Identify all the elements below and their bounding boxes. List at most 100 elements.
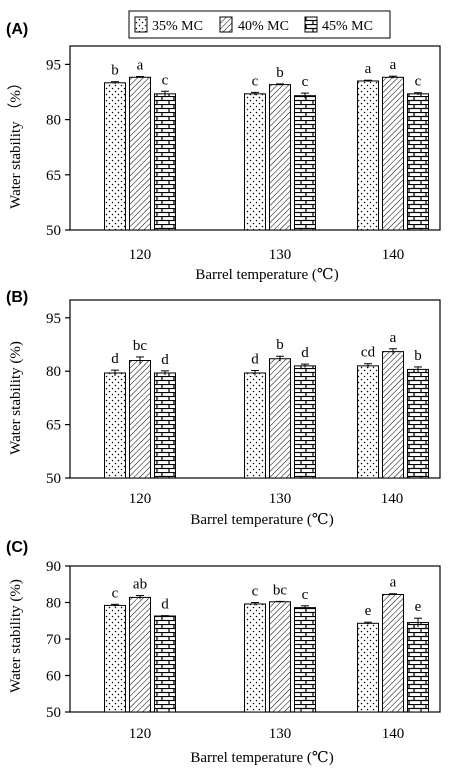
panel-a-letter-s2-c0: c xyxy=(162,72,169,88)
panel-b-xtick-1: 130 xyxy=(269,491,292,507)
panel-c-bar-s0-c0 xyxy=(104,604,126,713)
panel-b-bar-s0-c2 xyxy=(357,365,379,479)
panel-a-plot: b c a a b a c c c xyxy=(69,45,441,231)
panel-a-bar-s0-c0 xyxy=(104,82,126,231)
panel-b-plot: d d cd bc b a d d b xyxy=(69,299,441,479)
panel-c-bar-s1-c1 xyxy=(269,601,291,713)
panel-a-letter-s2-c1: c xyxy=(302,74,309,90)
panel-c-yticks: 50 60 70 80 90 xyxy=(46,559,70,721)
panel-a-letter-s1-c1: b xyxy=(276,65,284,81)
panel-a-bar-s0-c1 xyxy=(244,93,266,231)
panel-a-bar-s2-c0 xyxy=(154,93,176,231)
panel-c-ytick-label-0: 50 xyxy=(46,705,61,721)
legend-swatch-dots xyxy=(134,16,148,33)
panel-b: (B) Water stability (%) 50 65 80 95 d d cd bc b… xyxy=(6,289,441,528)
panel-c-xtick-2: 140 xyxy=(382,726,405,742)
panel-a-ytick-label-0: 50 xyxy=(46,223,61,239)
panel-a-ytick-label-2: 80 xyxy=(46,113,61,129)
panel-b-letter-s0-c0: d xyxy=(111,351,119,367)
panel-c-bar-s2-c1 xyxy=(294,607,316,713)
panel-a-bar-s0-c2 xyxy=(357,80,379,231)
panel-b-tag: (B) xyxy=(6,289,28,306)
panel-b-letter-s2-c0: d xyxy=(161,352,169,368)
panel-a-bar-s1-c0 xyxy=(129,76,151,231)
panel-a-xtick-0: 120 xyxy=(129,247,152,263)
panel-b-letter-s0-c1: d xyxy=(251,351,259,367)
panel-b-xtick-0: 120 xyxy=(129,491,152,507)
panel-b-letter-s1-c0: bc xyxy=(133,338,148,354)
panel-c-bar-s0-c2 xyxy=(357,622,379,713)
legend-label-2: 45% MC xyxy=(322,19,373,34)
panel-c-letter-s1-c2: a xyxy=(390,575,397,591)
panel-a-xtick-2: 140 xyxy=(382,247,405,263)
panel-b-bar-s2-c2 xyxy=(407,368,429,479)
panel-c-letter-s1-c1: bc xyxy=(273,582,288,598)
panel-b-bar-s2-c1 xyxy=(294,365,316,479)
panel-c-bar-s1-c0 xyxy=(129,596,151,713)
panel-b-bar-s1-c0 xyxy=(129,360,151,479)
panel-b-ytick-label-0: 50 xyxy=(46,471,61,487)
panel-c-letter-s2-c2: e xyxy=(415,599,422,615)
panel-c-bar-s1-c2 xyxy=(382,593,404,713)
panel-c-tag: (C) xyxy=(6,539,28,556)
panel-a-xtick-1: 130 xyxy=(269,247,292,263)
panel-c-bar-s2-c2 xyxy=(407,622,429,713)
panel-b-letter-s2-c2: b xyxy=(414,348,422,364)
panel-c-letter-s1-c0: ab xyxy=(133,577,147,593)
panel-c-xlabel: Barrel temperature (℃) xyxy=(190,750,333,766)
panel-c-ytick-label-3: 80 xyxy=(46,596,61,612)
panel-a-letter-s0-c0: b xyxy=(111,63,119,79)
legend-box xyxy=(128,10,391,39)
panel-b-ytick-label-1: 65 xyxy=(46,418,61,434)
legend-label-0: 35% MC xyxy=(152,19,203,34)
panel-a-letter-s0-c2: a xyxy=(365,61,372,77)
panel-c-ytick-label-4: 90 xyxy=(46,559,61,575)
panel-c-bar-s0-c1 xyxy=(244,603,266,713)
panel-c-ytick-label-2: 70 xyxy=(46,632,61,648)
panel-b-letter-s1-c2: a xyxy=(390,330,397,346)
panel-a-ylabel: Water stability （%） xyxy=(7,75,24,209)
panel-b-bar-s2-c0 xyxy=(154,372,176,479)
panel-b-bar-s1-c2 xyxy=(382,351,404,479)
panel-a-tag: (A) xyxy=(6,21,28,38)
panel-a-yticks: 50 65 80 95 xyxy=(46,57,70,239)
panel-a-letter-s2-c2: c xyxy=(415,74,422,90)
panel-b-ytick-label-2: 80 xyxy=(46,364,61,380)
panel-c-bar-s2-c0 xyxy=(154,615,176,713)
panel-a-bar-s2-c2 xyxy=(407,93,429,231)
panel-b-letter-s1-c1: b xyxy=(276,337,284,353)
panel-a: (A) Water stability （%） 50 65 80 95 b c a a b a c… xyxy=(6,21,441,283)
legend-swatch-brick xyxy=(304,16,318,33)
panel-c-ylabel: Water stability (%) xyxy=(8,579,24,693)
panel-b-bar-s0-c1 xyxy=(244,372,266,479)
panel-b-ytick-label-3: 95 xyxy=(46,311,61,327)
panel-c-xtick-1: 130 xyxy=(269,726,292,742)
panel-c-letter-s0-c2: e xyxy=(365,603,372,619)
panel-b-letter-s2-c1: d xyxy=(301,345,309,361)
panel-a-ytick-label-3: 95 xyxy=(46,57,61,73)
panel-a-bar-s2-c1 xyxy=(294,95,316,231)
panel-a-bar-s1-c1 xyxy=(269,84,291,231)
panel-c-letter-s0-c1: c xyxy=(252,584,259,600)
panel-c-letter-s2-c0: d xyxy=(161,597,169,613)
panel-b-xtick-2: 140 xyxy=(381,491,404,507)
panel-b-bar-s0-c0 xyxy=(104,372,126,479)
panel-c-letter-s0-c0: c xyxy=(112,585,119,601)
panel-a-letter-s1-c2: a xyxy=(390,57,397,73)
panel-a-ytick-label-1: 65 xyxy=(46,168,61,184)
panel-a-bar-s1-c2 xyxy=(382,76,404,231)
panel-b-xlabel: Barrel temperature (℃) xyxy=(190,512,333,528)
legend-swatch-hatch xyxy=(219,16,233,33)
panel-c-plot: c c e ab bc a d c e xyxy=(69,565,441,713)
panel-b-yticks: 50 65 80 95 xyxy=(46,311,70,487)
panel-b-letter-s0-c2: cd xyxy=(361,345,376,361)
panel-b-bar-s1-c1 xyxy=(269,358,291,479)
legend-label-1: 40% MC xyxy=(238,19,289,34)
panel-c-letter-s2-c1: c xyxy=(302,587,309,603)
panel-b-ylabel: Water stability (%) xyxy=(8,341,24,455)
legend: 35% MC 40% MC 45% MC xyxy=(128,10,391,39)
panel-a-letter-s1-c0: a xyxy=(137,58,144,74)
panel-c-xtick-0: 120 xyxy=(129,726,152,742)
